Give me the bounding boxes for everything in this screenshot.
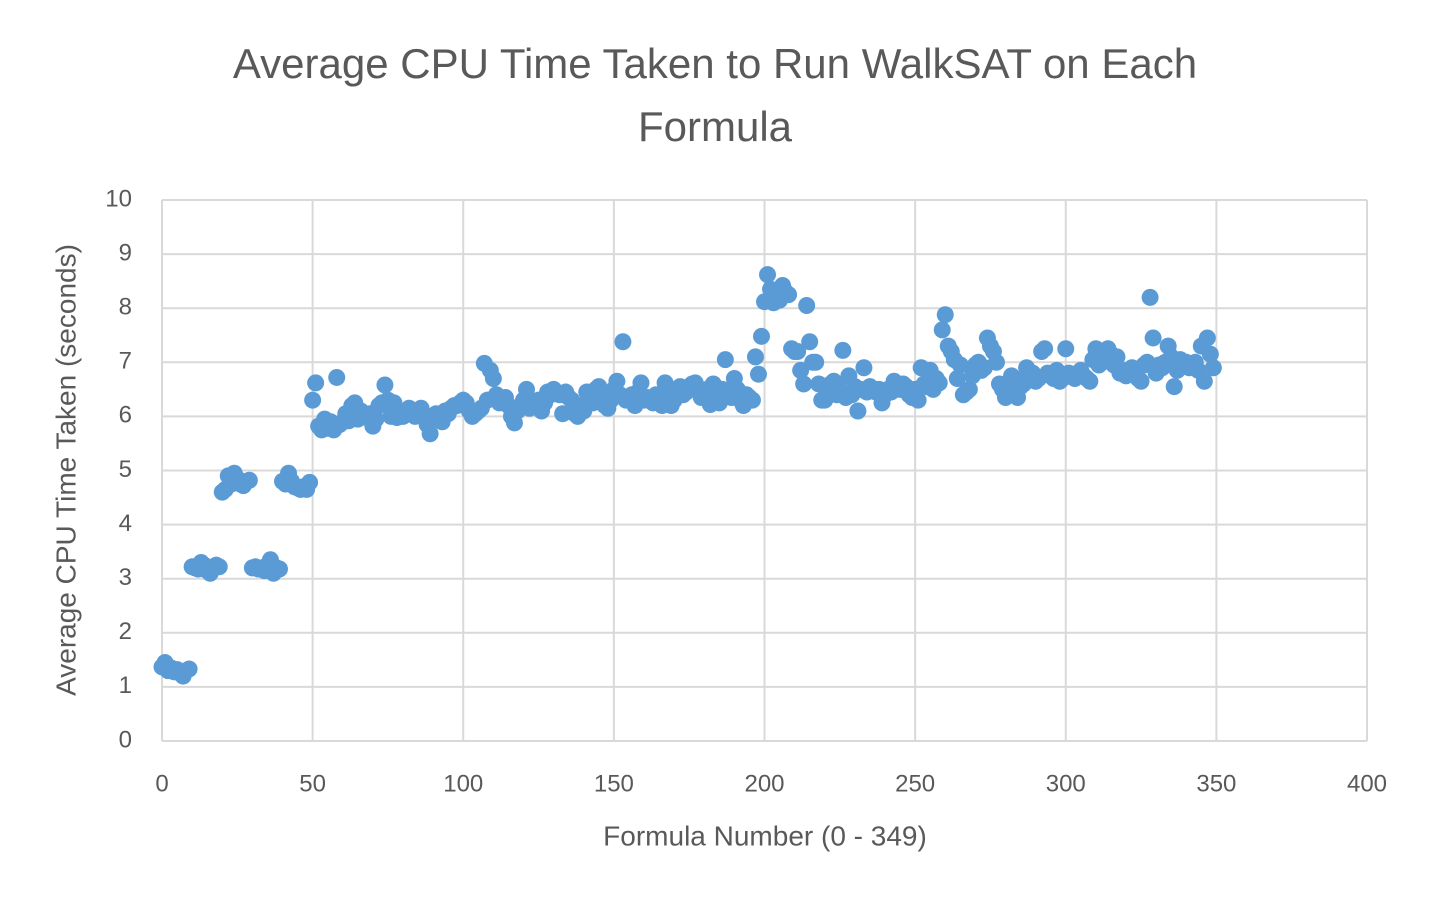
data-point [749,365,767,383]
data-point [909,391,927,409]
data-point [367,410,385,428]
data-point [807,353,825,371]
y-tick-label: 4 [119,510,132,537]
data-point [987,353,1005,371]
data-point [608,372,626,390]
data-point [304,391,322,409]
data-point [792,361,810,379]
data-point [270,560,288,578]
data-point [518,380,536,398]
data-point [632,374,650,392]
data-point [834,341,852,359]
y-tick-label: 6 [119,402,132,429]
data-point [759,266,777,284]
x-tick-label: 50 [299,770,326,797]
y-tick-label: 10 [105,185,132,212]
data-point [1132,372,1150,390]
data-point [1081,372,1099,390]
data-point [933,321,951,339]
data-point [960,380,978,398]
data-point [301,473,319,491]
data-point [798,296,816,314]
x-axis-title: Formula Number (0 - 349) [603,820,927,851]
data-point [614,333,632,351]
data-point [1057,340,1075,358]
data-point [1144,329,1162,347]
data-point [307,374,325,392]
data-point [948,370,966,388]
x-tick-label: 0 [155,770,168,797]
data-point [849,402,867,420]
x-tick-label: 300 [1046,770,1086,797]
y-tick-label: 8 [119,294,132,321]
data-point [780,286,798,304]
x-tick-label: 150 [594,770,634,797]
x-tick-label: 350 [1196,770,1236,797]
x-tick-label: 100 [443,770,483,797]
data-point [1201,345,1219,363]
data-point [951,356,969,374]
y-axis-title: Average CPU Time Taken (seconds) [50,244,81,696]
data-point [180,660,198,678]
data-point [789,342,807,360]
data-point [1165,378,1183,396]
data-point [752,327,770,345]
y-tick-label: 3 [119,564,132,591]
x-tick-label: 400 [1347,770,1387,797]
y-tick-label: 0 [119,726,132,753]
data-point [801,333,819,351]
data-point [240,471,258,489]
y-tick-label: 5 [119,456,132,483]
data-point [421,425,439,443]
data-point [1036,340,1054,358]
data-point [1198,329,1216,347]
data-point [1195,372,1213,390]
y-tick-label: 1 [119,672,132,699]
x-tick-label: 250 [895,770,935,797]
data-point [1108,348,1126,366]
y-tick-label: 7 [119,348,132,375]
data-point [855,359,873,377]
data-point [376,376,394,394]
x-tick-label: 200 [744,770,784,797]
chart-title: Average CPU Time Taken to Run WalkSAT on… [232,40,1198,150]
data-point [484,370,502,388]
data-point [930,374,948,392]
data-point [1204,359,1222,377]
data-point [716,351,734,369]
data-point [210,558,228,576]
data-point [746,348,764,366]
data-point [936,306,954,324]
data-point [554,405,572,423]
data-point [743,391,761,409]
y-tick-label: 2 [119,618,132,645]
data-point [795,375,813,393]
data-point [1141,288,1159,306]
data-point [328,368,346,386]
y-tick-label: 9 [119,239,132,266]
